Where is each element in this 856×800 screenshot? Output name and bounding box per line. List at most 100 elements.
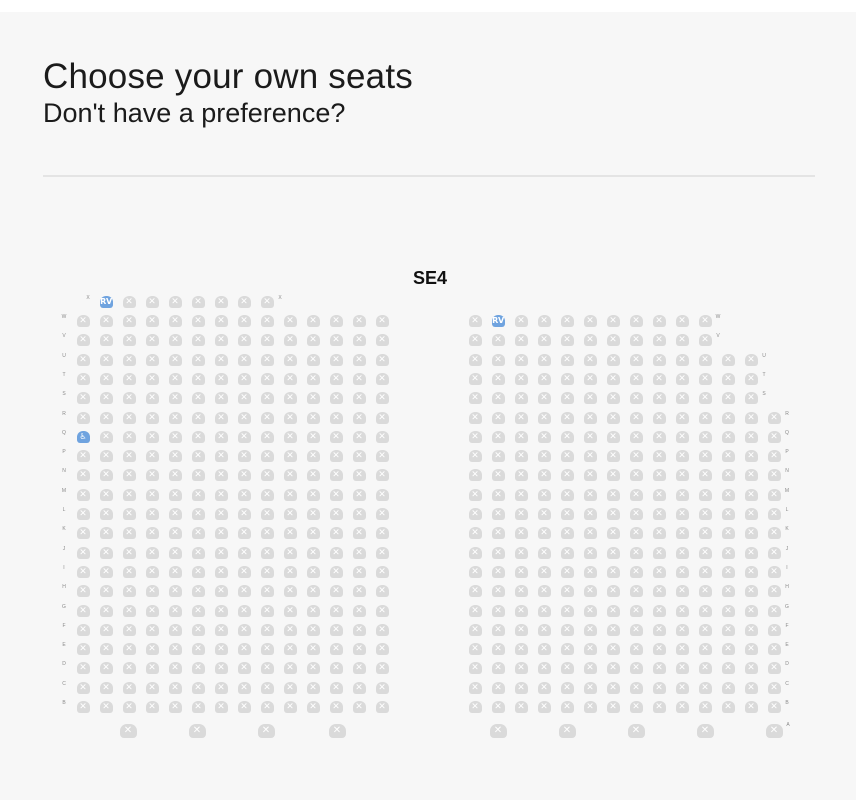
seat[interactable]: ✕ (675, 681, 689, 694)
seat[interactable]: ✕ (560, 430, 574, 443)
seat[interactable]: ✕ (329, 392, 343, 405)
seat[interactable]: ✕ (491, 623, 505, 636)
seat[interactable]: ✕ (560, 701, 574, 713)
seat[interactable]: ✕ (237, 508, 251, 520)
wheelchair-space[interactable]: ✕ (328, 724, 346, 738)
seat[interactable]: ✕ (191, 662, 205, 675)
seat[interactable]: ✕ (698, 488, 712, 501)
seat[interactable]: ✕ (214, 604, 228, 617)
seat[interactable]: ✕ (583, 604, 597, 617)
seat[interactable]: ✕ (283, 411, 297, 424)
seat[interactable]: ✕ (514, 546, 528, 559)
seat[interactable]: ✕ (99, 450, 113, 463)
seat[interactable]: ✕ (698, 643, 712, 656)
seat[interactable]: ✕ (168, 372, 182, 385)
seat[interactable]: ✕ (468, 623, 482, 636)
seat[interactable]: ✕ (191, 353, 205, 366)
seat[interactable]: ✕ (214, 430, 228, 443)
seat[interactable]: ✕ (698, 469, 712, 482)
seat[interactable]: ✕ (375, 508, 389, 520)
seat[interactable]: ✕ (352, 315, 366, 327)
seat[interactable]: ✕ (491, 411, 505, 424)
seat[interactable]: ✕ (99, 488, 113, 501)
seat[interactable]: ✕ (352, 701, 366, 713)
seat[interactable]: ✕ (721, 527, 735, 540)
seat[interactable]: ✕ (560, 315, 574, 327)
seat[interactable]: ✕ (122, 392, 136, 405)
seat[interactable]: ✕ (606, 430, 620, 443)
seat[interactable]: ✕ (191, 296, 205, 308)
seat[interactable]: ✕ (122, 623, 136, 636)
seat[interactable]: ✕ (491, 488, 505, 501)
seat[interactable]: ✕ (260, 353, 274, 366)
seat[interactable]: ✕ (583, 430, 597, 443)
seat[interactable]: ✕ (76, 701, 90, 713)
seat[interactable]: ✕ (514, 565, 528, 578)
seat[interactable]: ✕ (99, 527, 113, 540)
seat[interactable]: ✕ (122, 411, 136, 424)
seat[interactable]: ✕ (214, 392, 228, 405)
seat[interactable]: ✕ (560, 527, 574, 540)
seat[interactable]: ✕ (283, 392, 297, 405)
seat[interactable]: ✕ (560, 372, 574, 385)
seat[interactable]: ✕ (329, 546, 343, 559)
seat[interactable]: ✕ (352, 372, 366, 385)
seat[interactable]: ✕ (652, 604, 666, 617)
seat[interactable]: ✕ (560, 585, 574, 598)
seat[interactable]: ✕ (652, 701, 666, 713)
seat[interactable]: ✕ (537, 604, 551, 617)
seat[interactable]: ✕ (721, 411, 735, 424)
seat[interactable]: ✕ (629, 430, 643, 443)
seat[interactable]: ✕ (491, 508, 505, 520)
seat[interactable]: ✕ (260, 296, 274, 308)
seat[interactable]: ✕ (306, 488, 320, 501)
seat[interactable]: ✕ (606, 585, 620, 598)
seat[interactable]: ✕ (744, 430, 758, 443)
seat[interactable]: ✕ (329, 411, 343, 424)
seat[interactable]: ✕ (468, 701, 482, 713)
seat[interactable]: ✕ (145, 450, 159, 463)
seat[interactable]: ✕ (122, 508, 136, 520)
seat[interactable]: ✕ (375, 372, 389, 385)
seat[interactable]: ✕ (560, 488, 574, 501)
seat[interactable]: ✕ (744, 546, 758, 559)
seat[interactable]: ✕ (675, 527, 689, 540)
seat[interactable]: ✕ (606, 488, 620, 501)
seat[interactable]: ✕ (145, 315, 159, 327)
seat[interactable]: ✕ (721, 546, 735, 559)
seat[interactable]: ✕ (560, 681, 574, 694)
seat[interactable]: ✕ (214, 662, 228, 675)
seat[interactable]: ✕ (560, 546, 574, 559)
seat[interactable]: ✕ (214, 353, 228, 366)
seat[interactable]: ✕ (652, 565, 666, 578)
seat[interactable]: ✕ (721, 469, 735, 482)
seat[interactable]: ✕ (606, 527, 620, 540)
seat[interactable]: ✕ (767, 585, 781, 598)
wheelchair-space[interactable]: ✕ (489, 724, 507, 738)
seat[interactable]: ✕ (375, 527, 389, 540)
seat[interactable]: ✕ (99, 315, 113, 327)
seat[interactable]: ✕ (122, 372, 136, 385)
seat[interactable]: ✕ (76, 334, 90, 347)
seat[interactable]: ✕ (629, 585, 643, 598)
seat[interactable]: ✕ (767, 662, 781, 675)
seat[interactable]: ✕ (491, 527, 505, 540)
seat[interactable]: ✕ (537, 430, 551, 443)
seat[interactable]: ✕ (145, 701, 159, 713)
seat[interactable]: ✕ (168, 565, 182, 578)
seat[interactable]: ✕ (99, 546, 113, 559)
seat[interactable]: ✕ (583, 488, 597, 501)
seat[interactable]: ✕ (191, 623, 205, 636)
seat[interactable]: ✕ (306, 565, 320, 578)
seat[interactable]: ✕ (329, 565, 343, 578)
seat[interactable]: ✕ (675, 701, 689, 713)
seat[interactable]: ✕ (306, 372, 320, 385)
seat[interactable]: ✕ (122, 450, 136, 463)
seat[interactable]: ✕ (767, 643, 781, 656)
seat[interactable]: ✕ (629, 604, 643, 617)
seat[interactable]: ✕ (237, 604, 251, 617)
seat[interactable]: ✕ (744, 643, 758, 656)
seat[interactable]: ✕ (375, 662, 389, 675)
seat[interactable]: ✕ (606, 508, 620, 520)
seat[interactable]: ✕ (214, 296, 228, 308)
